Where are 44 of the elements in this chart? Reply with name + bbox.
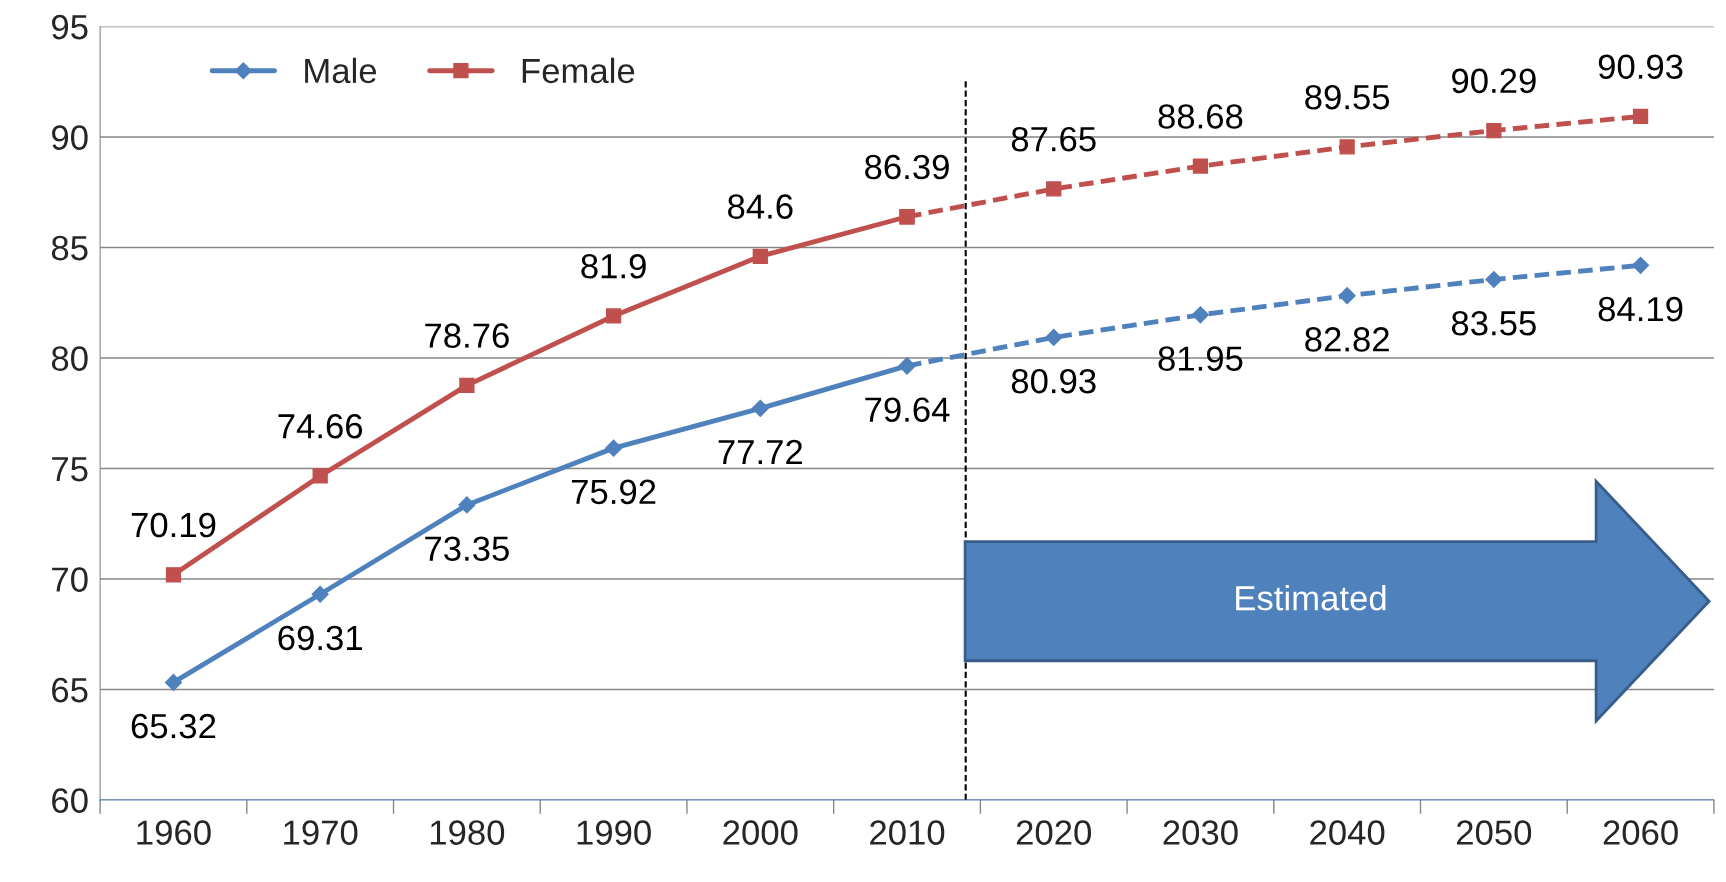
x-tick-label: 2040 bbox=[1310, 820, 1385, 845]
data-label: 79.64 bbox=[865, 397, 950, 422]
data-label: 73.35 bbox=[425, 536, 509, 561]
x-tick-label: 2030 bbox=[1163, 820, 1238, 845]
data-label: 78.76 bbox=[425, 323, 509, 348]
data-label: 89.55 bbox=[1305, 84, 1390, 110]
data-label: 70.19 bbox=[131, 512, 216, 538]
data-label: 69.31 bbox=[278, 625, 362, 651]
data-label: 75.92 bbox=[571, 479, 656, 505]
data-label: 65.32 bbox=[131, 713, 216, 739]
x-tick-label: 2050 bbox=[1456, 820, 1532, 845]
legend-label: Male bbox=[305, 57, 377, 84]
y-tick-label: 75 bbox=[52, 457, 88, 482]
y-tick-label: 95 bbox=[52, 14, 88, 40]
data-label: 81.95 bbox=[1158, 346, 1243, 371]
data-label: 80.93 bbox=[1011, 368, 1096, 394]
data-label: 82.82 bbox=[1305, 327, 1389, 352]
data-label: 83.55 bbox=[1451, 310, 1536, 336]
data-label: 77.72 bbox=[718, 439, 803, 465]
data-label: 86.39 bbox=[865, 154, 949, 180]
x-tick-label: 1990 bbox=[577, 820, 651, 845]
y-tick-label: 80 bbox=[51, 346, 88, 371]
data-label: 90.29 bbox=[1452, 68, 1536, 94]
data-label: 81.9 bbox=[581, 253, 646, 279]
y-tick-label: 60 bbox=[52, 788, 88, 813]
x-tick-label: 2010 bbox=[870, 820, 945, 845]
data-label: 84.6 bbox=[728, 194, 793, 219]
y-tick-label: 90 bbox=[52, 125, 88, 150]
data-label: 74.66 bbox=[278, 413, 363, 439]
x-tick-label: 2000 bbox=[723, 820, 798, 845]
data-label: 87.65 bbox=[1011, 126, 1096, 152]
annotation: Estimated bbox=[1236, 585, 1386, 611]
x-tick-label: 2060 bbox=[1603, 820, 1678, 845]
data-label: 88.68 bbox=[1158, 104, 1243, 129]
x-tick-label: 1980 bbox=[430, 820, 505, 845]
x-tick-label: 2020 bbox=[1016, 820, 1091, 845]
data-label: 84.19 bbox=[1598, 296, 1683, 322]
x-tick-label: 1960 bbox=[137, 820, 211, 845]
data-label: 90.93 bbox=[1598, 54, 1683, 79]
y-tick-label: 70 bbox=[52, 567, 88, 592]
y-tick-label: 65 bbox=[52, 677, 88, 703]
y-tick-label: 85 bbox=[51, 235, 88, 261]
x-tick-label: 1970 bbox=[284, 820, 358, 845]
legend-label: Female bbox=[522, 57, 635, 84]
